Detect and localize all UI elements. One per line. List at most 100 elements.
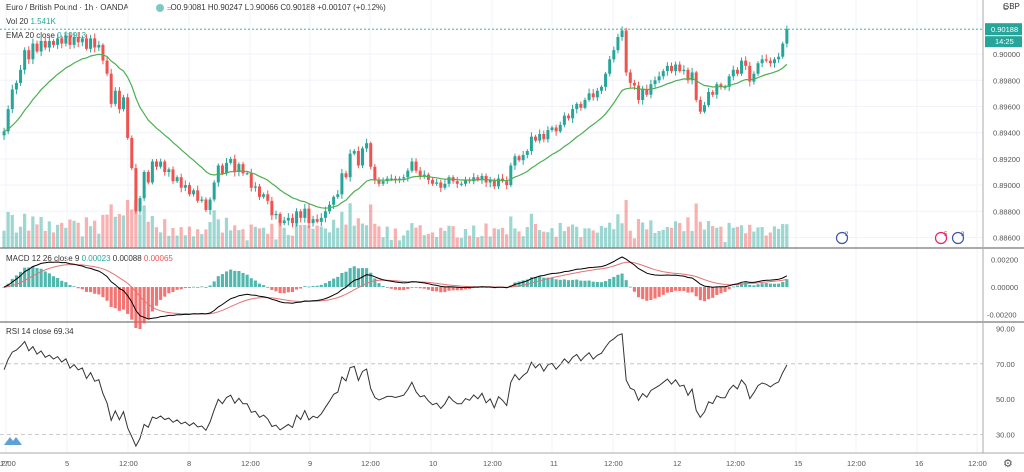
ema-label[interactable]: EMA 20 close (6, 31, 55, 40)
candle-body (10, 89, 14, 110)
volume-bar (603, 227, 608, 248)
candle-body (472, 177, 476, 182)
price-tick: 0.88800 (993, 207, 1020, 216)
volume-bar (191, 236, 196, 248)
volume-bar (476, 237, 480, 248)
macd-histogram-bar (344, 271, 348, 287)
candle-body (748, 65, 752, 82)
volume-bar (422, 235, 426, 248)
volume-bar (686, 217, 690, 248)
macd-histogram-bar (311, 285, 315, 287)
macd-histogram-bar (109, 287, 113, 307)
price-axis: 0.90000 0.89800 0.89600 0.89400 0.89200 0.890… (985, 3, 1022, 439)
candle-body (719, 84, 723, 87)
candle-body (431, 179, 435, 184)
macd-histogram-bar (550, 277, 554, 287)
candle-body (56, 38, 60, 45)
macd-histogram-bar (319, 284, 323, 287)
candle-body (455, 181, 459, 184)
macd-histogram-bar (373, 278, 377, 287)
macd-histogram-bar (121, 287, 126, 310)
candle-body (365, 143, 369, 149)
macd-histogram-bar (669, 287, 674, 293)
macd-histogram-bar (43, 271, 47, 287)
macd-histogram-bar (183, 287, 187, 289)
time-tick: 12:00 (0, 459, 16, 468)
macd-histogram-bar (282, 287, 286, 294)
volume-bar (661, 229, 665, 248)
eye-icon[interactable] (156, 4, 164, 12)
macd-histogram-bar (686, 287, 690, 293)
macd-histogram-bar (529, 277, 533, 287)
time-tick: 11 (550, 459, 558, 468)
macd-histogram-bar (389, 287, 393, 289)
macd-histogram-bar (89, 287, 93, 293)
candle-body (612, 50, 616, 60)
volume-bar (27, 230, 31, 248)
volume-bar (249, 224, 253, 248)
macd-histogram-bar (262, 285, 266, 287)
candle-body (6, 109, 10, 132)
macd-histogram-bar (327, 280, 332, 287)
macd-histogram-bar (406, 287, 410, 290)
candle-body (150, 161, 154, 183)
rsi-levels (0, 363, 983, 435)
macd-histogram-bar (781, 281, 785, 287)
macd-histogram-bar (369, 272, 373, 287)
volume-bar (785, 224, 789, 248)
macd-histogram-bar (27, 267, 31, 287)
candle-body (113, 90, 117, 104)
candle-body (529, 136, 533, 152)
candle-body (212, 182, 216, 200)
candle-body (764, 59, 768, 61)
price-tick: 0.89000 (993, 181, 1020, 190)
volume-bar (492, 228, 496, 248)
macd-histogram-bar (381, 286, 385, 287)
macd-histogram-bar (414, 287, 418, 288)
candle-body (698, 99, 702, 112)
macd-histogram-bar (336, 276, 340, 287)
settings-icon[interactable]: ⚙ (1003, 458, 1013, 470)
macd-label[interactable]: MACD 12 26 close 9 (6, 254, 80, 263)
volume-bar (599, 226, 604, 248)
candle-body (517, 156, 521, 161)
macd-histogram-bar (365, 268, 369, 287)
candle-body (307, 208, 311, 224)
volume-bar (356, 218, 360, 248)
volume-bar (459, 237, 463, 248)
macd-histogram-bar (315, 285, 319, 287)
macd-histogram-bar (525, 279, 529, 287)
candle-body (410, 161, 414, 171)
volume-bar (616, 214, 620, 248)
volume-bar (756, 227, 760, 248)
volume-bar (6, 211, 10, 248)
volume-bar (694, 203, 698, 248)
volume-bar (39, 216, 43, 248)
candle-body (171, 169, 175, 182)
wave-icon[interactable]: ≈ (167, 4, 171, 13)
volume-bar (212, 210, 216, 248)
volume-bar (579, 237, 583, 248)
macd-histogram-bar (196, 286, 200, 288)
candle-body (179, 177, 183, 188)
macd-histogram-bar (748, 284, 752, 287)
candle-body (138, 198, 142, 212)
macd-histogram-bar (348, 268, 352, 287)
rsi-label[interactable]: RSI 14 close (6, 327, 52, 336)
volume-bar (776, 228, 781, 248)
volume-bar (158, 232, 163, 248)
volume-bar (336, 227, 340, 248)
volume-bar (727, 222, 731, 248)
volume-bar (533, 223, 538, 248)
volume-bar (418, 225, 422, 248)
candle-body (266, 194, 270, 201)
macd-histogram-bar (719, 287, 723, 294)
candle-body (785, 29, 789, 44)
macd-histogram-bar (130, 287, 134, 320)
candle-body (373, 166, 377, 180)
volume-bar (200, 234, 204, 248)
candle-body (299, 211, 303, 218)
candle-body (361, 148, 364, 166)
volume-bar (340, 211, 344, 248)
